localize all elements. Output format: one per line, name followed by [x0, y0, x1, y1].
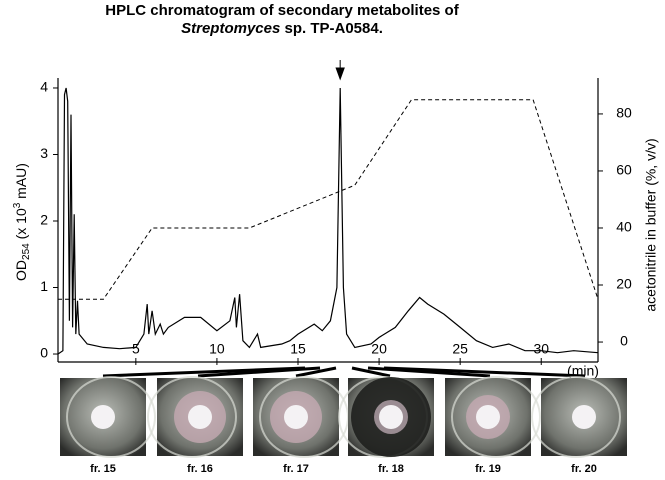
chromatogram-line	[57, 87, 599, 355]
plate-rim	[66, 376, 156, 458]
fraction-connectors	[102, 366, 586, 378]
y2-tick-label: 40	[616, 219, 632, 235]
y-axis-label: OD254 (x 103 mAU)	[12, 163, 32, 281]
axes	[57, 78, 599, 363]
y2-tick-label: 20	[616, 276, 632, 292]
paper-disk	[476, 405, 500, 429]
y2-axis-label: acetonitrile in buffer (%, v/v)	[643, 138, 659, 311]
y2-tick-label: 80	[616, 105, 632, 121]
fraction-label: fr. 18	[378, 463, 404, 475]
y-label-part: (x 10	[13, 208, 29, 243]
y-tick-label: 1	[40, 278, 48, 294]
connector	[102, 366, 306, 378]
x-tick-label: 20	[371, 341, 387, 357]
y-tick-label: 2	[40, 212, 48, 228]
paper-disk	[284, 405, 308, 429]
title-rest: sp. TP-A0584.	[285, 20, 383, 37]
connector	[383, 366, 586, 378]
y-tick-label: 3	[40, 145, 48, 161]
y-tick-label: 4	[40, 79, 48, 95]
y2-tick-label: 60	[616, 162, 632, 178]
y-label-part: mAU)	[13, 163, 29, 203]
chart-title-line2: Streptomyces sp. TP-A0584.	[181, 20, 383, 37]
plate-rim	[147, 376, 237, 458]
paper-disk	[572, 405, 596, 429]
y-label-sup: 3	[12, 202, 23, 208]
x-tick-label: 30	[533, 341, 549, 357]
fraction-label: fr. 15	[90, 463, 116, 475]
y-label-part: OD	[13, 260, 29, 281]
fraction-label: fr. 20	[571, 463, 597, 475]
fraction-label: fr. 19	[475, 463, 501, 475]
connector	[295, 366, 337, 378]
x-tick-label: 10	[209, 341, 225, 357]
chart-title: HPLC chromatogram of secondary metabolit…	[105, 2, 459, 19]
paper-disk	[379, 405, 403, 429]
connector	[351, 366, 391, 378]
gradient-line	[58, 99, 599, 300]
fraction-label: fr. 17	[283, 463, 309, 475]
fraction-label: fr. 16	[187, 463, 213, 475]
y-tick-label: 0	[40, 345, 48, 361]
paper-disk	[91, 405, 115, 429]
plate-rim	[451, 376, 541, 458]
x-tick-label: 25	[452, 341, 468, 357]
plate-rim	[531, 376, 621, 458]
y2-tick-label: 0	[620, 333, 628, 349]
paper-disk	[188, 405, 212, 429]
connector	[197, 366, 321, 378]
x-tick-label: 15	[290, 341, 306, 357]
peak-arrow	[335, 60, 345, 81]
title-italic: Streptomyces	[181, 20, 280, 37]
y-label-sub: 254	[21, 243, 32, 260]
x-tick-label: 5	[132, 341, 140, 357]
